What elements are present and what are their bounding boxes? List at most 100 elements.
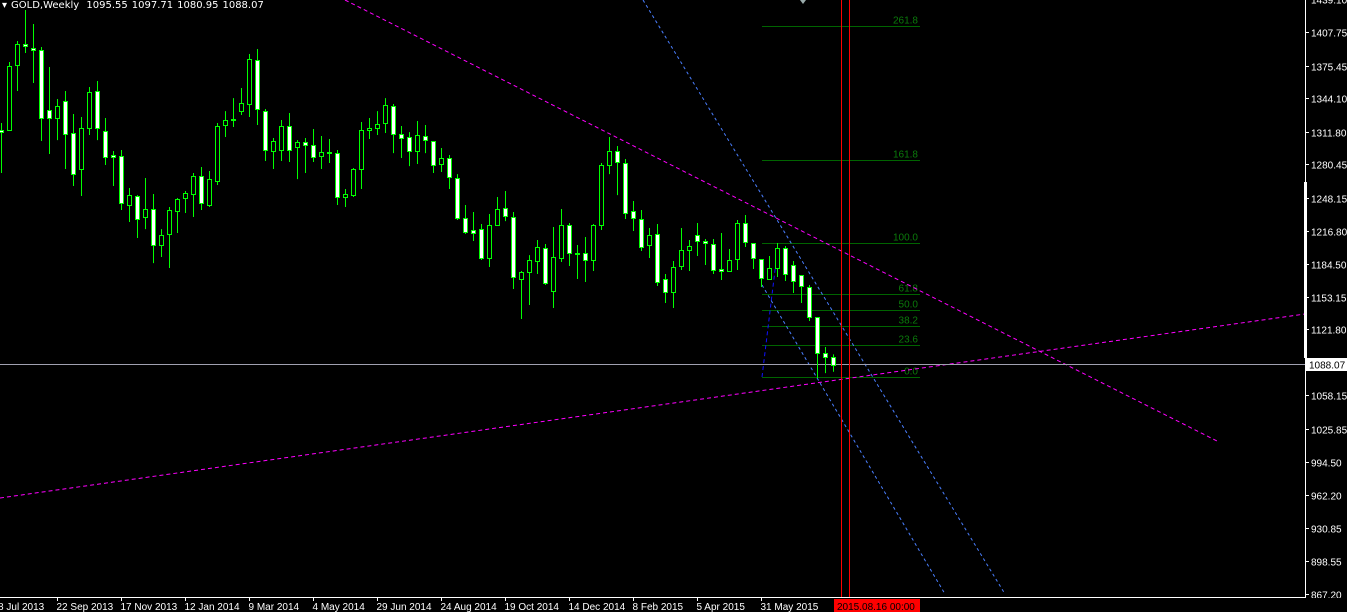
candle	[183, 191, 188, 214]
candle-body	[535, 247, 540, 262]
candle	[39, 47, 44, 142]
candle-body	[639, 219, 644, 248]
candle-body	[831, 357, 836, 366]
candle-body	[431, 141, 436, 166]
candle	[63, 91, 68, 169]
candle-body	[759, 259, 764, 279]
candle-body	[119, 156, 124, 204]
candle-body	[295, 142, 300, 148]
candle	[831, 354, 836, 372]
cursor-time-label: 2015.08.16 00:00	[837, 602, 915, 612]
candle-body	[495, 209, 500, 226]
candle-body	[487, 225, 492, 259]
candle	[327, 139, 332, 164]
candle	[495, 197, 500, 227]
candle	[759, 259, 764, 287]
candle	[471, 212, 476, 242]
candle	[199, 167, 204, 211]
candle-body	[79, 128, 84, 170]
candle	[655, 223, 660, 287]
fibo-level-label: 261.8	[893, 16, 918, 27]
candle-body	[799, 275, 804, 287]
candle	[615, 146, 620, 196]
candle-body	[615, 151, 620, 163]
candle-body	[687, 246, 692, 251]
candle	[375, 111, 380, 135]
candle	[543, 244, 548, 286]
candle	[263, 108, 268, 161]
candle-body	[703, 241, 708, 244]
candle-body	[311, 145, 316, 158]
candle-body	[239, 103, 244, 112]
candle-body	[0, 130, 4, 133]
candle	[399, 126, 404, 159]
candle	[559, 209, 564, 263]
candle	[799, 275, 804, 303]
candle	[703, 239, 708, 266]
symbol-period: GOLD,Weekly	[11, 0, 80, 11]
candle	[15, 40, 20, 92]
price-tick-label: 1439.10	[1311, 0, 1347, 7]
uptrend-line	[0, 313, 1306, 499]
time-tick-label: 14 Dec 2014	[569, 602, 626, 612]
candle	[127, 188, 132, 223]
time-tick-label: 17 Nov 2013	[121, 602, 178, 612]
candle	[191, 173, 196, 218]
candle-body	[367, 128, 372, 131]
candle-body	[679, 250, 684, 267]
fibo-level-label: 50.0	[899, 300, 919, 311]
candle-body	[343, 194, 348, 198]
candle-body	[247, 59, 252, 105]
candle-body	[31, 48, 36, 51]
candle	[607, 137, 612, 175]
candle	[135, 195, 140, 239]
price-axis[interactable]: 1439.10 1407.75 1375.45 1344.10 1311.80 1280.…	[1304, 0, 1347, 612]
candle-body	[383, 105, 388, 124]
price-axis-scroll-handle[interactable]	[1304, 182, 1307, 358]
candle-body	[823, 353, 828, 358]
price-axis-background	[1306, 0, 1347, 612]
candle-body	[439, 158, 444, 165]
candle	[583, 236, 588, 282]
triangle-down-icon[interactable]: ▾	[2, 0, 8, 11]
candle	[639, 210, 644, 252]
candle	[599, 163, 604, 231]
candle-body	[775, 248, 780, 269]
fibo-level-label: 23.6	[899, 335, 919, 346]
candle	[455, 174, 460, 221]
candle	[735, 220, 740, 271]
fibo-level-label: 0.0	[904, 367, 918, 378]
time-tick-label: 12 Jan 2014	[185, 602, 240, 612]
time-axis[interactable]: 28 Jul 2013 22 Sep 2013 17 Nov 2013 12 Jan …	[0, 597, 1347, 612]
candle-body	[631, 211, 636, 219]
candle-body	[695, 235, 700, 242]
candle	[279, 120, 284, 161]
candle-body	[95, 91, 100, 129]
candle-body	[575, 253, 580, 255]
candle	[815, 317, 820, 379]
candle-body	[71, 133, 76, 175]
candle-body	[807, 287, 812, 318]
candle-body	[463, 218, 468, 233]
candle	[207, 171, 212, 208]
candle	[567, 223, 572, 266]
open-value: 1095.55	[86, 0, 128, 11]
time-tick-label: 31 May 2015	[761, 602, 819, 612]
candle-body	[183, 193, 188, 199]
candle	[79, 116, 84, 197]
candle	[311, 129, 316, 163]
candle-body	[423, 136, 428, 141]
current-price-label: 1088.07	[1309, 361, 1346, 372]
candle-body	[199, 176, 204, 204]
candle	[679, 228, 684, 271]
price-tick-label: 930.85	[1311, 525, 1342, 536]
candle	[295, 140, 300, 180]
channel-lower-line	[761, 284, 946, 595]
candle-body	[271, 141, 276, 152]
candle	[247, 53, 252, 117]
candle-body	[303, 142, 308, 146]
candles	[0, 10, 836, 379]
candle-body	[7, 66, 12, 131]
candle-body	[151, 209, 156, 246]
